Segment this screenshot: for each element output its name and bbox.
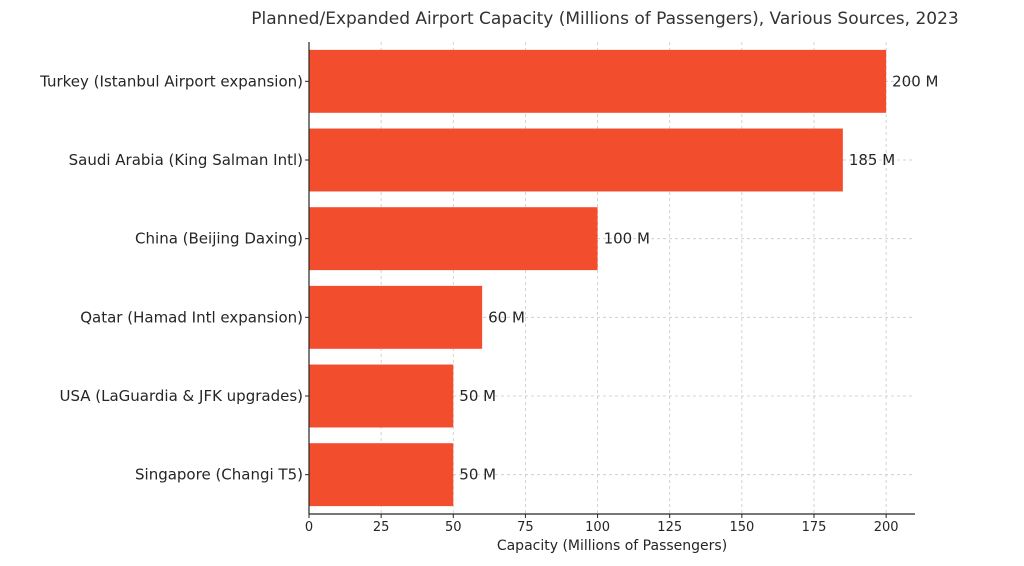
data-label: 185 M	[849, 151, 895, 169]
chart-title: Planned/Expanded Airport Capacity (Milli…	[251, 9, 958, 29]
x-tick-label: 0	[305, 520, 313, 535]
bar	[309, 128, 843, 192]
x-tick-label: 150	[729, 520, 754, 535]
bar	[309, 49, 887, 113]
bar	[309, 207, 598, 271]
bar	[309, 443, 454, 507]
category-label: Qatar (Hamad Intl expansion)	[80, 308, 303, 326]
axes-layer: Turkey (Istanbul Airport expansion) Saudi…	[39, 42, 915, 535]
x-tick-label: 125	[657, 520, 682, 535]
bar	[309, 364, 454, 428]
data-label: 100 M	[604, 230, 650, 248]
data-label: 50 M	[459, 466, 496, 484]
bars-layer: 200 M 185 M 100 M 60 M 50 M 50 M	[309, 49, 938, 507]
category-label: Turkey (Istanbul Airport expansion)	[39, 72, 303, 90]
x-tick-label: 50	[445, 520, 462, 535]
x-tick-label: 100	[585, 520, 610, 535]
data-label: 50 M	[459, 387, 496, 405]
category-label: Saudi Arabia (King Salman Intl)	[69, 151, 303, 169]
x-tick-label: 75	[517, 520, 534, 535]
category-label: USA (LaGuardia & JFK upgrades)	[59, 387, 303, 405]
data-label: 60 M	[488, 308, 525, 326]
category-label: Singapore (Changi T5)	[135, 466, 303, 484]
x-tick-label: 175	[802, 520, 827, 535]
x-tick-label: 25	[373, 520, 390, 535]
category-label: China (Beijing Daxing)	[135, 230, 303, 248]
x-axis-label: Capacity (Millions of Passengers)	[497, 538, 727, 554]
x-tick-label: 200	[874, 520, 899, 535]
data-label: 200 M	[892, 72, 938, 90]
bar	[309, 285, 483, 349]
